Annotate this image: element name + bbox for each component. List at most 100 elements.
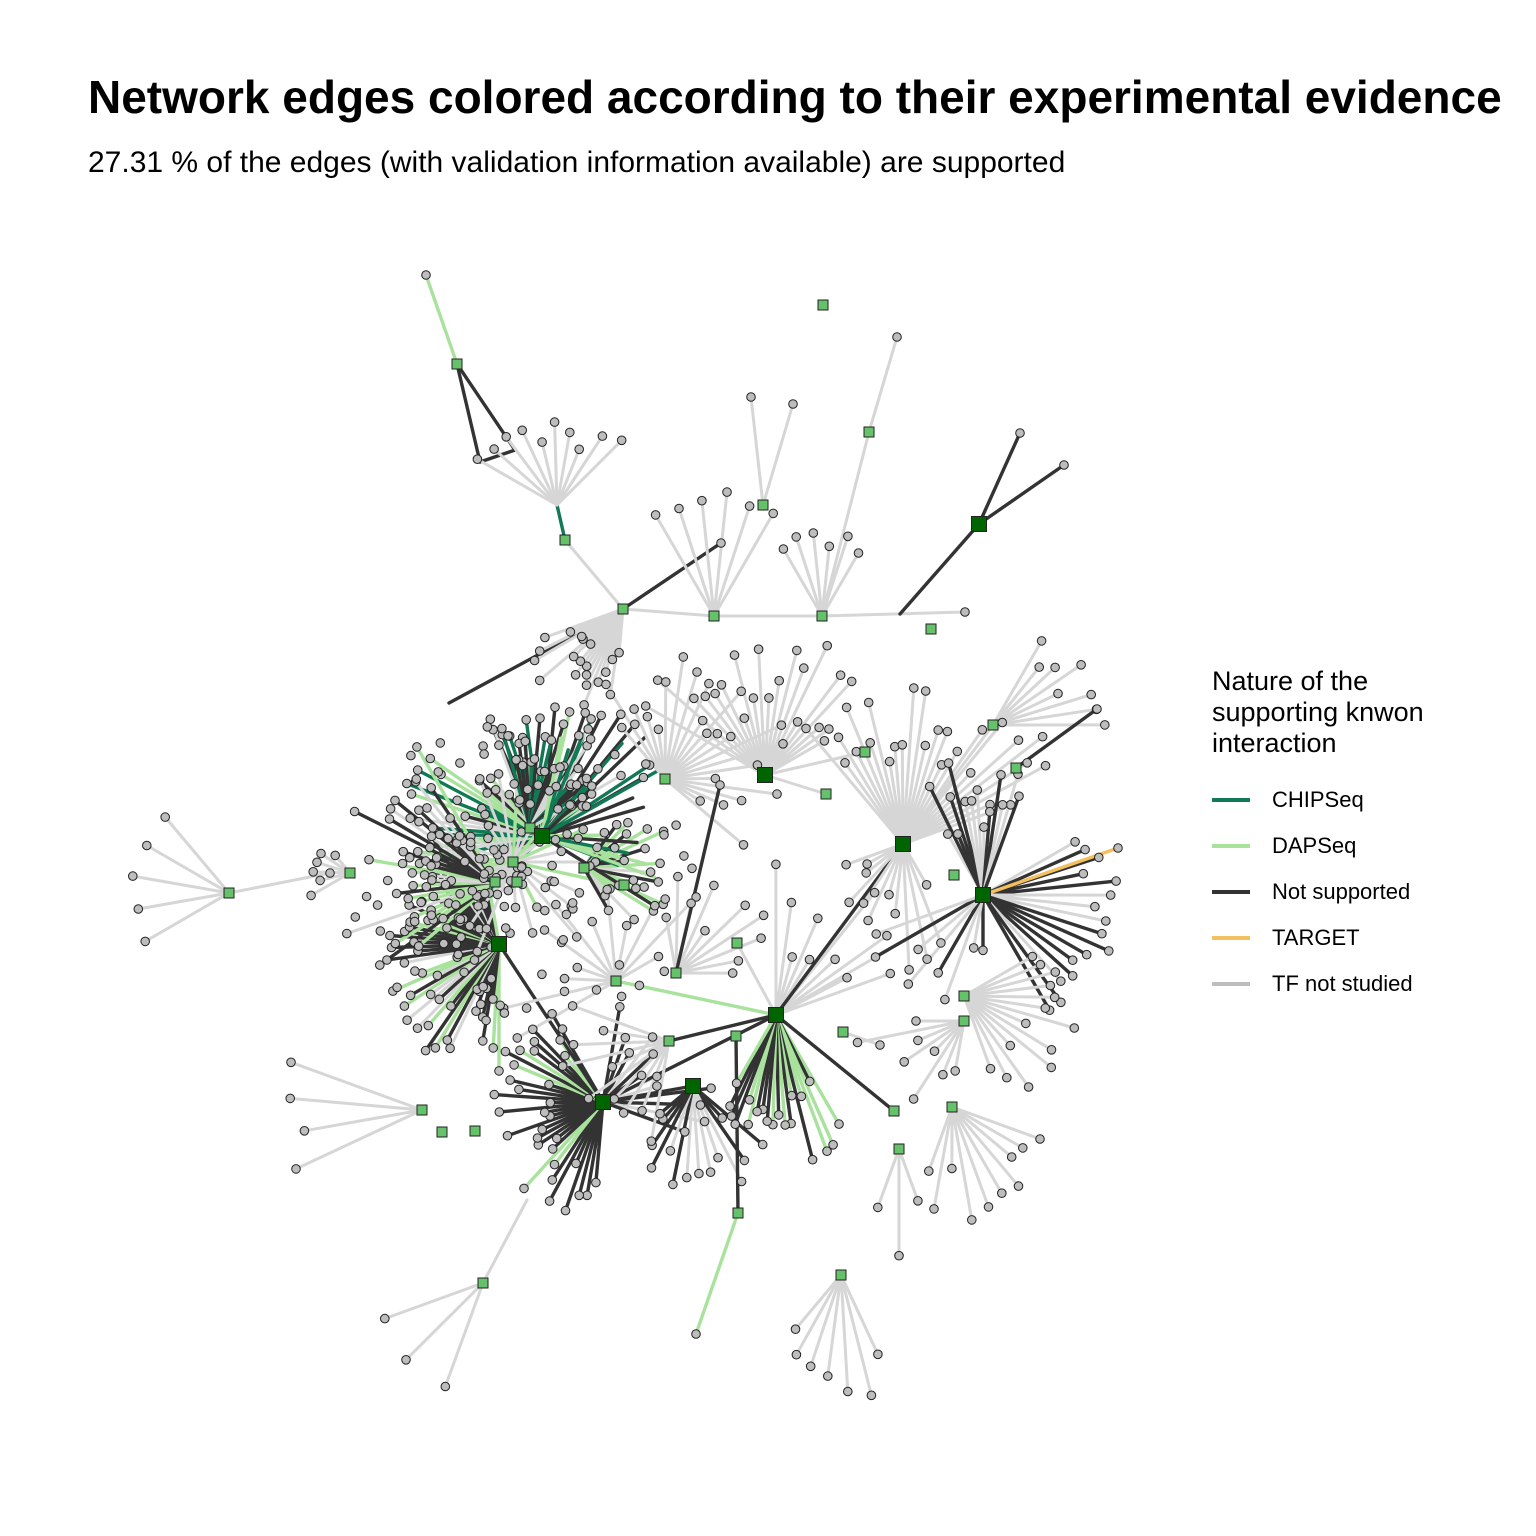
target-node (748, 693, 759, 703)
target-node (559, 973, 570, 984)
target-node (549, 876, 560, 887)
network-edge (733, 653, 767, 777)
target-node (544, 1079, 554, 1090)
target-node (308, 867, 319, 877)
tf-node (618, 879, 630, 891)
target-node (730, 1119, 741, 1129)
target-node (660, 894, 671, 904)
target-node (808, 528, 819, 538)
target-node (546, 735, 557, 745)
target-node (503, 885, 514, 896)
target-node (577, 792, 588, 803)
target-node (478, 1036, 488, 1046)
target-node (455, 914, 466, 925)
target-node (1059, 460, 1069, 470)
target-node (517, 425, 528, 436)
target-node (727, 968, 738, 978)
target-node (425, 989, 436, 1000)
target-node (985, 806, 995, 817)
network-edge (901, 842, 929, 961)
tf-node (416, 1104, 428, 1116)
target-node (726, 1111, 737, 1121)
target-node (764, 693, 774, 703)
target-node (718, 800, 729, 810)
target-node (537, 1124, 548, 1135)
target-node (515, 795, 525, 805)
network-edge (734, 1013, 778, 1085)
target-node (549, 1159, 560, 1170)
legend-label: DAPSeq (1272, 833, 1357, 858)
target-node (965, 768, 976, 778)
target-node (580, 708, 591, 718)
target-node (869, 887, 880, 898)
target-node (544, 1196, 555, 1206)
target-node (768, 508, 779, 519)
network-edge (685, 1084, 695, 1180)
target-node (559, 986, 570, 997)
target-node (483, 833, 493, 844)
target-node (408, 880, 418, 891)
target-node (482, 788, 493, 798)
network-edge (663, 732, 719, 781)
target-node (404, 852, 415, 863)
target-node (605, 689, 616, 700)
target-node (687, 863, 697, 874)
target-node (844, 897, 854, 908)
hub-tf-node (895, 836, 911, 852)
target-node (623, 817, 633, 828)
target-node (680, 1127, 690, 1137)
target-node (599, 827, 610, 838)
target-node (560, 1205, 571, 1216)
target-node (587, 781, 597, 791)
target-node (547, 1144, 558, 1154)
target-node (160, 812, 170, 822)
tf-node (732, 1207, 744, 1219)
target-node (863, 915, 873, 926)
target-node (574, 888, 585, 898)
network-edge (774, 934, 889, 1017)
target-node (616, 770, 626, 781)
target-node (1037, 731, 1048, 742)
network-edge (781, 547, 824, 618)
target-node (610, 749, 620, 760)
target-node (527, 928, 538, 938)
network-edge (981, 893, 1089, 957)
target-node (567, 898, 578, 908)
target-node (717, 1113, 728, 1123)
network-edge (991, 639, 1044, 727)
target-node (439, 938, 449, 949)
network-edge (820, 610, 967, 618)
target-node (823, 1371, 833, 1381)
network-edge (962, 994, 1053, 1069)
target-node (942, 726, 953, 737)
target-node (412, 742, 422, 752)
network-edge (492, 447, 559, 507)
network-edge (867, 335, 899, 434)
target-node (586, 714, 596, 724)
target-node (503, 731, 513, 741)
target-node (671, 820, 681, 831)
target-node (647, 1032, 658, 1042)
target-node (1005, 1040, 1016, 1051)
target-node (402, 1015, 412, 1026)
target-node (464, 921, 475, 931)
network-edge (809, 1273, 843, 1368)
target-node (1014, 791, 1024, 802)
target-node (624, 1048, 635, 1058)
target-node (412, 765, 423, 775)
network-edge (962, 994, 1009, 1080)
target-node (804, 954, 815, 965)
target-node (1045, 980, 1056, 991)
network-edge (962, 955, 1034, 998)
target-node (399, 958, 410, 968)
network-edge (972, 893, 985, 950)
target-node (574, 1190, 585, 1201)
target-node (375, 960, 385, 970)
target-node (979, 822, 989, 832)
target-node (544, 786, 555, 796)
network-edge (763, 644, 829, 777)
target-node (1018, 1143, 1028, 1153)
target-node (1070, 837, 1080, 847)
target-node (425, 842, 435, 853)
network-edge (991, 665, 1057, 727)
